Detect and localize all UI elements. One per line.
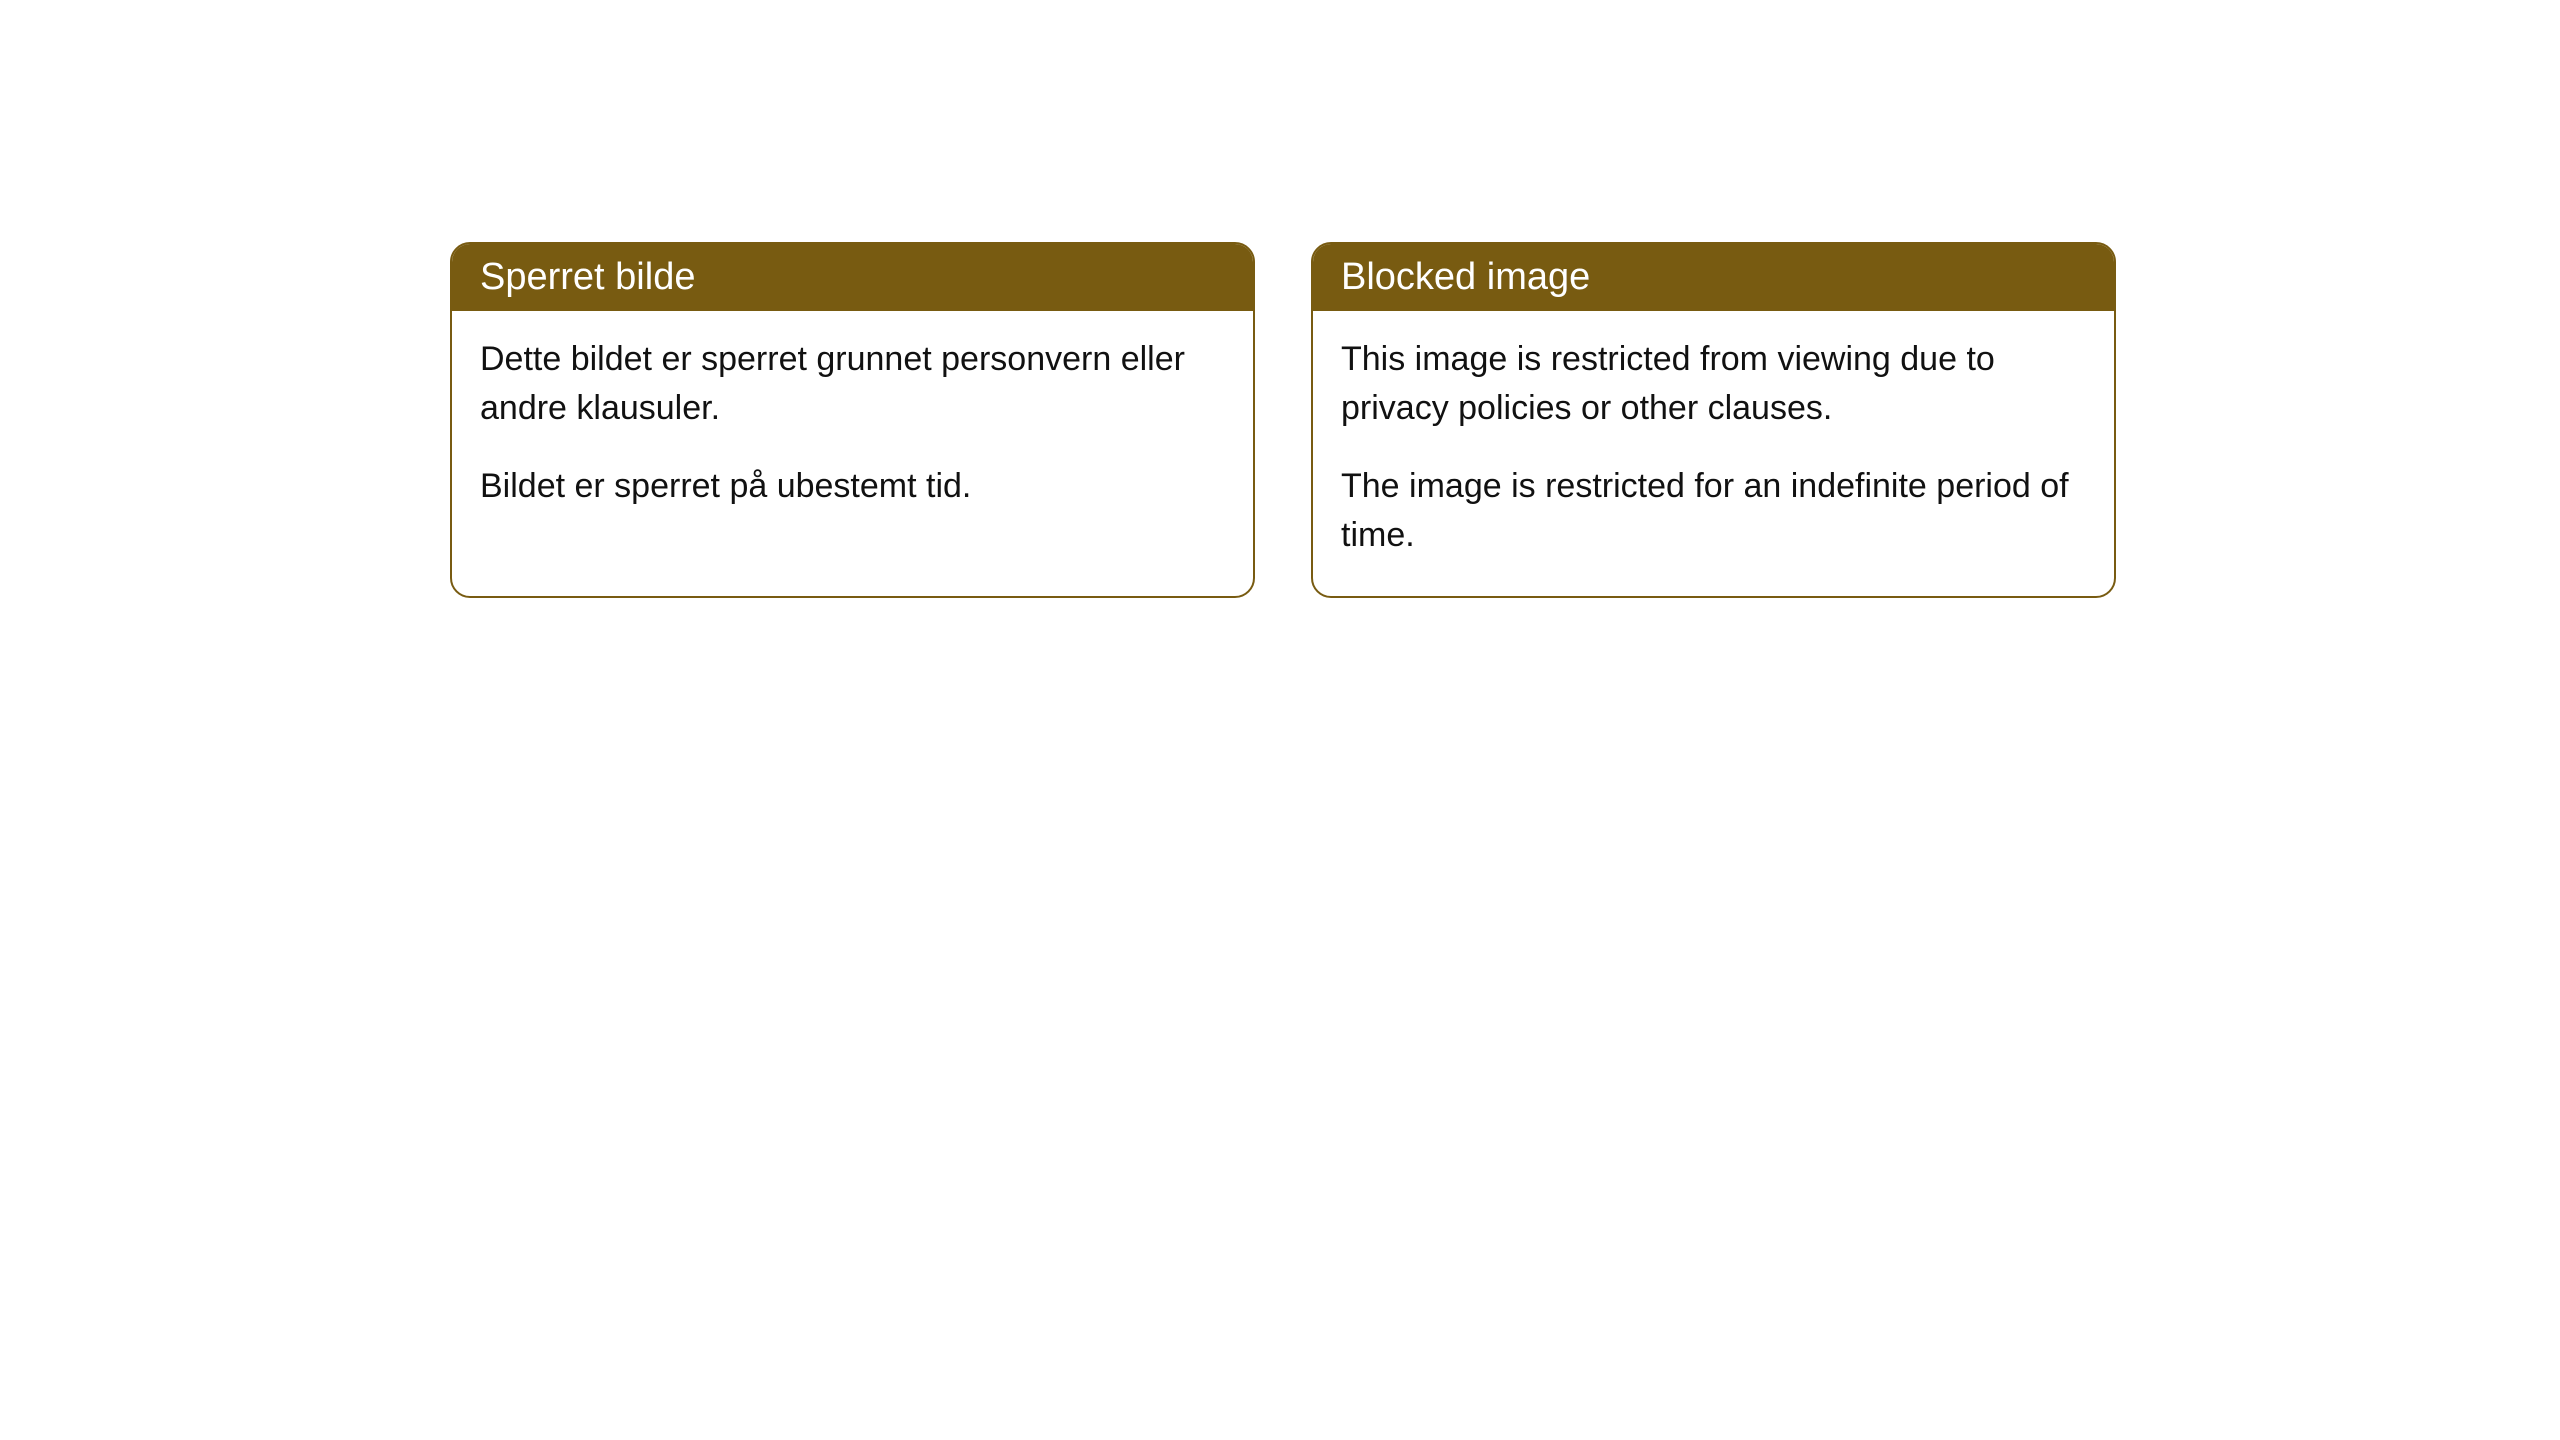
card-body-norwegian: Dette bildet er sperret grunnet personve… bbox=[452, 311, 1253, 547]
card-paragraph: This image is restricted from viewing du… bbox=[1341, 335, 2086, 434]
notice-cards-container: Sperret bilde Dette bildet er sperret gr… bbox=[450, 242, 2116, 598]
card-paragraph: Dette bildet er sperret grunnet personve… bbox=[480, 335, 1225, 434]
card-paragraph: The image is restricted for an indefinit… bbox=[1341, 462, 2086, 561]
card-body-english: This image is restricted from viewing du… bbox=[1313, 311, 2114, 596]
blocked-image-card-norwegian: Sperret bilde Dette bildet er sperret gr… bbox=[450, 242, 1255, 598]
card-paragraph: Bildet er sperret på ubestemt tid. bbox=[480, 462, 1225, 511]
card-header-norwegian: Sperret bilde bbox=[452, 244, 1253, 311]
card-header-english: Blocked image bbox=[1313, 244, 2114, 311]
blocked-image-card-english: Blocked image This image is restricted f… bbox=[1311, 242, 2116, 598]
